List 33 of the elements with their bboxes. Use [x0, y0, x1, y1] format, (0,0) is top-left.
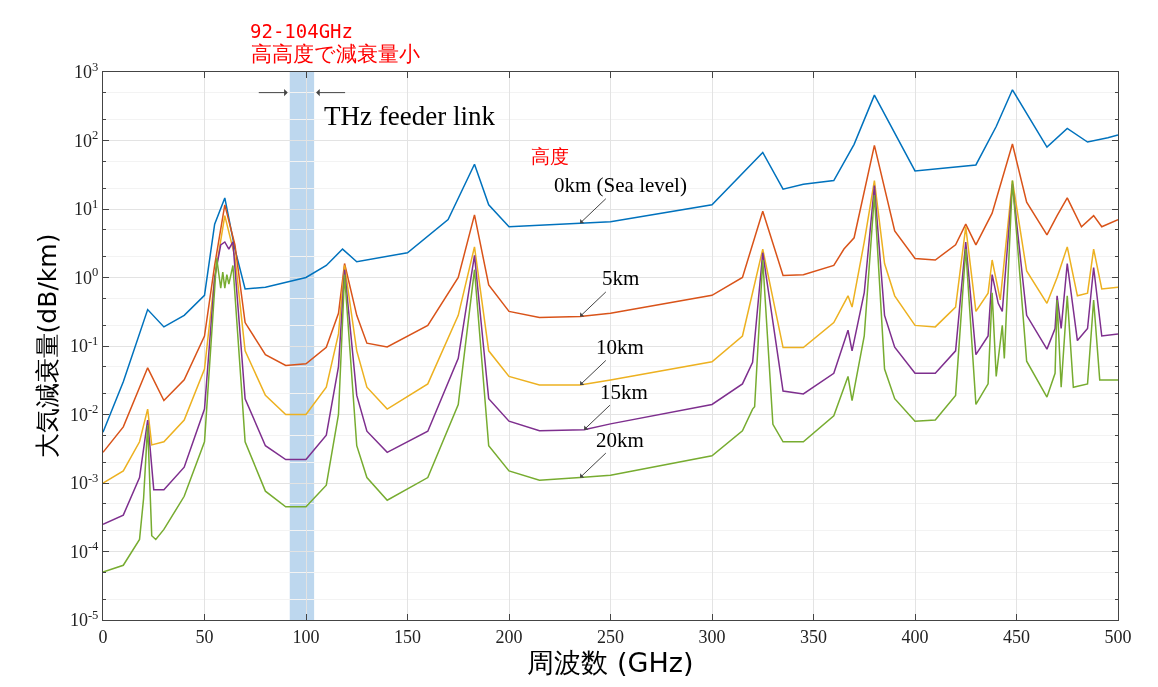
series-label: 0km (Sea level)	[554, 173, 687, 197]
annotation: THz feeder link	[324, 101, 496, 131]
x-tick-label: 400	[901, 626, 929, 647]
series-label: 5km	[602, 266, 640, 290]
line-series	[103, 89, 1118, 434]
x-tick-label: 150	[394, 626, 421, 647]
text: 高高度で減衰量小	[251, 42, 420, 66]
y-tick-label: 10$^{-5}$	[69, 607, 99, 631]
y-tick-label: 10$^{-2}$	[69, 402, 99, 425]
y-tick-label: 10$^{0}$	[74, 265, 99, 288]
y-tick-label: 10$^{2}$	[74, 128, 99, 151]
line-series	[103, 143, 1118, 454]
y-tick-label: 10$^{-3}$	[69, 470, 99, 494]
x-axis-title: 周波数 (GHz)	[527, 646, 694, 678]
y-tick-label: 10$^{-1}$	[69, 333, 99, 357]
y-tick-label: 10$^{3}$	[74, 59, 99, 83]
y-tick-label: 10$^{-4}$	[69, 539, 100, 562]
x-tick-label: 50	[195, 626, 214, 647]
x-tick-label: 500	[1104, 626, 1132, 647]
legend-label: 20km	[596, 428, 644, 452]
x-tick-label: 350	[800, 626, 827, 647]
y-tick-label: 10$^{1}$	[74, 196, 99, 220]
annotation: 高度	[531, 145, 569, 167]
x-tick-label: 250	[597, 626, 624, 647]
x-tick-label: 100	[292, 626, 320, 647]
x-tick-label: 300	[698, 626, 726, 647]
legend-label: 15km	[600, 380, 648, 404]
band-label: 92-104GHz	[250, 20, 353, 42]
x-tick-label: 0	[98, 626, 108, 647]
y-axis-title: 大気減衰量(dB/km)	[32, 233, 62, 459]
x-tick-label: 200	[495, 626, 523, 647]
legend-label: 10km	[596, 335, 644, 359]
x-tick-label: 450	[1003, 626, 1030, 647]
